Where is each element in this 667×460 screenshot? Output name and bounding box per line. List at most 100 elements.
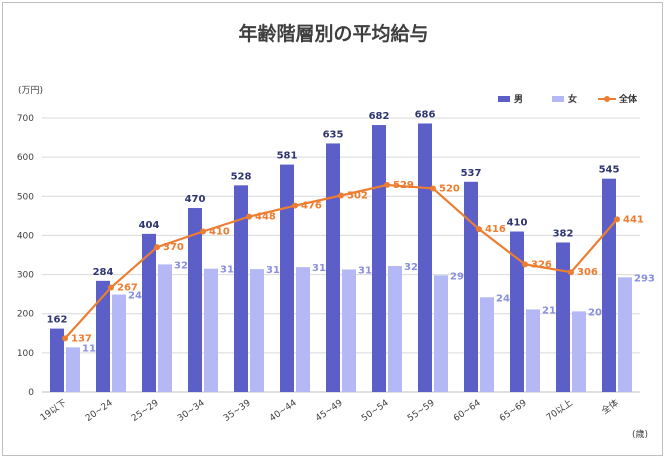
y-tick-label: 200	[17, 310, 34, 320]
data-label-male: 404	[139, 220, 160, 231]
point-total	[292, 202, 298, 209]
x-tick-label: 50~54	[360, 398, 391, 424]
point-total	[200, 228, 206, 235]
data-label-female: 326	[174, 260, 195, 271]
data-label-total: 326	[531, 259, 552, 270]
x-tick-label: 45~49	[314, 398, 345, 424]
data-label-total: 267	[117, 282, 138, 293]
y-tick-label: 700	[17, 114, 34, 124]
data-label-male: 545	[599, 165, 620, 176]
chart-title: 年齢階層別の平均給与	[238, 23, 429, 45]
x-tick-label: 20~24	[84, 398, 115, 424]
bar-male	[602, 178, 616, 392]
x-tick-label: 60~64	[452, 398, 483, 424]
x-tick-label: 25~29	[130, 398, 161, 424]
x-tick-label: 35~39	[222, 398, 253, 424]
bar-female	[112, 294, 126, 392]
bar-female	[296, 267, 310, 392]
x-tick-label: 30~34	[176, 398, 207, 424]
data-label-female: 313	[358, 265, 379, 276]
y-tick-label: 600	[17, 153, 34, 163]
data-label-female: 249	[128, 291, 149, 302]
data-label-total: 520	[439, 183, 460, 194]
data-label-male: 382	[553, 228, 574, 239]
bar-female	[572, 311, 586, 392]
data-label-female: 314	[266, 265, 287, 276]
data-label-male: 284	[93, 267, 114, 278]
bar-female	[480, 297, 494, 392]
data-label-total: 529	[393, 180, 414, 191]
data-label-total: 137	[71, 333, 92, 344]
y-tick-label: 400	[17, 231, 34, 241]
x-tick-label: 全体	[599, 397, 621, 417]
point-total	[430, 185, 436, 192]
point-total	[246, 213, 252, 220]
data-label-male: 635	[323, 129, 344, 140]
data-label-total: 370	[163, 242, 184, 253]
data-label-total: 306	[577, 267, 598, 278]
data-label-female: 293	[634, 273, 655, 284]
point-total	[154, 244, 160, 251]
data-label-female: 114	[82, 343, 103, 354]
data-label-male: 581	[277, 151, 298, 162]
data-label-female: 211	[542, 305, 563, 316]
data-label-total: 502	[347, 191, 368, 202]
legend-label-female: 女	[568, 93, 577, 105]
point-total	[108, 284, 114, 291]
bar-male	[510, 231, 524, 392]
bar-male	[464, 181, 478, 392]
data-label-total: 416	[485, 224, 506, 235]
legend-label-male: 男	[514, 94, 523, 105]
bar-male	[142, 233, 156, 392]
bar-male	[188, 208, 202, 392]
data-label-female: 206	[588, 307, 609, 318]
legend-swatch-total-marker	[604, 96, 610, 102]
data-label-total: 476	[301, 201, 322, 212]
x-tick-label: 65~69	[498, 398, 529, 424]
bar-female	[388, 265, 402, 392]
data-label-male: 470	[185, 194, 206, 205]
point-total	[614, 216, 620, 223]
bar-female	[250, 269, 264, 392]
point-total	[62, 335, 68, 342]
y-tick-label: 100	[17, 349, 34, 359]
legend-swatch-female	[552, 96, 564, 102]
data-label-female: 298	[450, 271, 471, 282]
bar-male	[372, 125, 386, 392]
x-tick-label: 55~59	[406, 398, 437, 424]
bar-male	[556, 242, 570, 392]
y-tick-label: 300	[17, 271, 34, 281]
point-total	[384, 181, 390, 188]
x-axis-label: (歳)	[632, 428, 648, 440]
bar-female	[342, 269, 356, 392]
bar-female	[204, 268, 218, 392]
bar-female	[526, 309, 540, 392]
bar-female	[158, 264, 172, 392]
y-axis-label: (万円)	[18, 85, 43, 96]
bar-female	[618, 277, 632, 392]
data-label-total: 410	[209, 227, 230, 238]
data-label-male: 682	[369, 111, 390, 122]
bar-male	[234, 185, 248, 392]
y-tick-label: 0	[28, 388, 34, 398]
x-tick-label: 70以上	[544, 397, 574, 423]
bar-male	[326, 143, 340, 392]
point-total	[568, 269, 574, 276]
bar-male	[50, 328, 64, 392]
point-total	[522, 261, 528, 268]
data-label-total: 448	[255, 212, 276, 223]
bar-male	[96, 280, 110, 392]
data-label-male: 537	[461, 168, 482, 179]
data-label-female: 319	[312, 263, 333, 274]
data-label-male: 162	[47, 315, 68, 326]
legend-swatch-male	[498, 96, 510, 102]
bar-male	[280, 164, 294, 392]
x-tick-label: 19以下	[39, 398, 69, 423]
point-total	[338, 192, 344, 199]
bar-female	[434, 275, 448, 392]
data-label-female: 322	[404, 262, 425, 273]
y-tick-label: 500	[17, 192, 34, 202]
legend-label-total: 全体	[618, 93, 638, 105]
bar-male	[418, 123, 432, 392]
